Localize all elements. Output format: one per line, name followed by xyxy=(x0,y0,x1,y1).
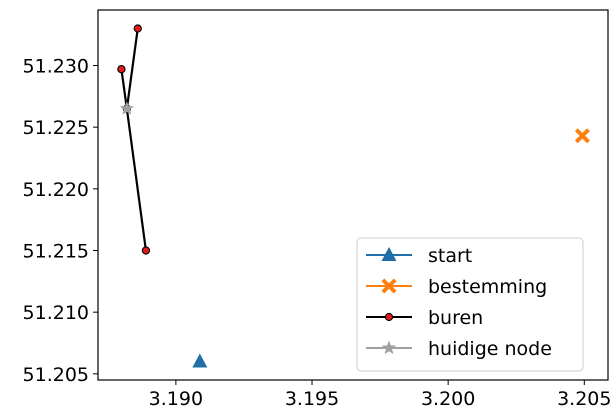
y-tick-label: 51.205 xyxy=(23,364,89,386)
legend-marker-bestemming xyxy=(381,278,397,294)
y-tick-label: 51.210 xyxy=(23,302,89,324)
x-tick-label: 3.195 xyxy=(285,388,339,410)
legend-box xyxy=(356,237,584,372)
ticks-layer: 3.190 3.195 3.200 3.205 51.205 51.210 51.215 51… xyxy=(23,56,612,411)
buren-point xyxy=(117,65,126,74)
buren-point xyxy=(141,246,151,255)
data-layer xyxy=(117,24,590,368)
x-tick-label: 3.190 xyxy=(149,388,203,410)
legend-label-start: start xyxy=(428,245,472,267)
y-tick-label: 51.220 xyxy=(23,179,89,201)
legend-label-huidige-node: huidige node xyxy=(428,338,552,360)
legend-marker-buren xyxy=(384,312,394,322)
legend: start bestemming buren huidige node xyxy=(356,237,584,372)
y-tick-label: 51.225 xyxy=(23,117,89,139)
legend-marker-huidige-node xyxy=(381,340,397,355)
bestemming-point xyxy=(574,128,590,144)
legend-label-bestemming: bestemming xyxy=(428,276,547,298)
start-point xyxy=(192,353,208,368)
buren-line xyxy=(125,108,148,251)
buren-line xyxy=(125,28,139,109)
buren-point xyxy=(133,24,142,33)
legend-label-buren: buren xyxy=(428,307,483,329)
huidige-node-point xyxy=(119,101,134,115)
x-tick-label: 3.205 xyxy=(557,388,611,410)
y-tick-label: 51.215 xyxy=(23,241,89,263)
buren-line xyxy=(120,69,128,109)
legend-marker-start xyxy=(381,247,397,261)
plot-frame xyxy=(97,9,609,381)
y-tick-label: 51.230 xyxy=(23,56,89,78)
x-tick-label: 3.200 xyxy=(421,388,475,410)
